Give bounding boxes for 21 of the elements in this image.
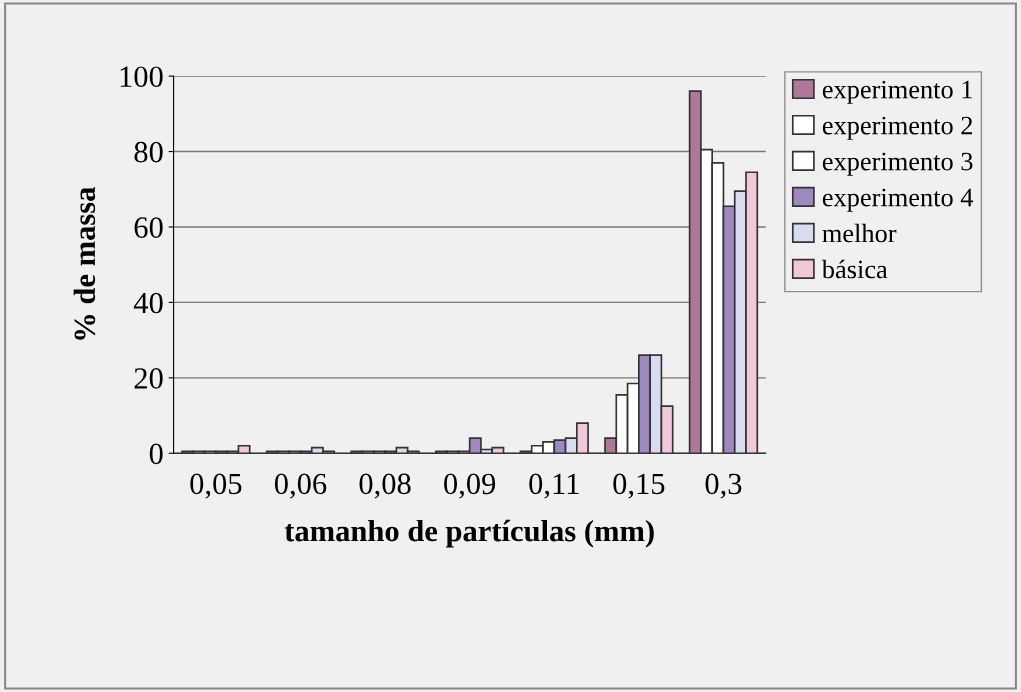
legend-label: melhor (822, 223, 897, 243)
x-tick-label: 0,08 (359, 473, 411, 499)
y-tick-label: 0 (149, 443, 163, 465)
legend-label: experimento 4 (822, 188, 974, 212)
x-tick-label: 0,3 (705, 473, 742, 499)
legend-label: experimento 2 (822, 116, 973, 140)
y-tick-label: 40 (133, 292, 163, 314)
y-axis-title: % de massa (73, 187, 96, 340)
legend-label: experimento 3 (822, 152, 973, 176)
y-tick-label: 100 (120, 66, 163, 88)
x-tick-label: 0,09 (444, 473, 496, 499)
y-tick-label: 80 (134, 141, 163, 163)
x-tick-label: 0,05 (190, 473, 242, 499)
x-tick-label: 0,06 (274, 473, 327, 499)
legend-label: experimento 1 (822, 80, 972, 104)
y-tick-label: 60 (134, 217, 163, 238)
x-axis-title: tamanho de partículas (mm) (284, 519, 654, 548)
x-tick-label: 0,15 (613, 473, 665, 499)
x-tick-label: 0,11 (529, 473, 579, 499)
y-tick-label: 20 (134, 368, 163, 389)
legend-label: básica (821, 259, 888, 279)
